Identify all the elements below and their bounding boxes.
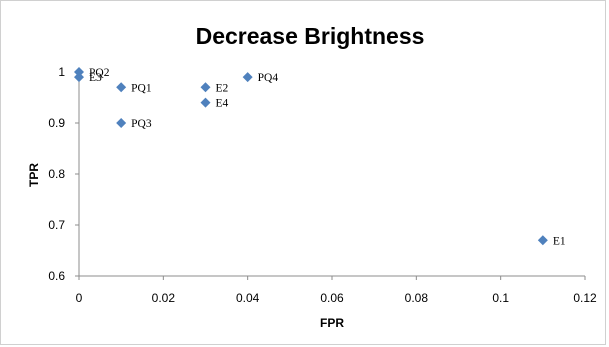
data-label-pq3: PQ3 <box>131 118 152 130</box>
y-tick-label: 0.8 <box>48 167 65 181</box>
data-point-pq2 <box>74 67 84 77</box>
data-label-e3: E3 <box>89 72 102 84</box>
chart-title: Decrease Brightness <box>196 23 425 49</box>
data-point-e2 <box>200 82 211 93</box>
x-tick-label: 0.1 <box>492 291 509 305</box>
data-point-pq4 <box>242 72 253 83</box>
data-point-e4 <box>200 97 211 108</box>
data-point-pq1 <box>116 82 127 93</box>
y-tick-label: 1 <box>58 65 65 79</box>
data-point-e3 <box>74 72 84 83</box>
y-tick-label: 0.6 <box>48 269 65 283</box>
y-tick-label: 0.7 <box>48 218 65 232</box>
data-label-pq4: PQ4 <box>258 72 279 84</box>
y-tick-label: 0.9 <box>48 116 65 130</box>
data-label-pq2: PQ2 <box>89 67 110 79</box>
x-axis-label: FPR <box>320 316 344 330</box>
x-tick-label: 0.08 <box>405 291 429 305</box>
x-tick-label: 0 <box>76 291 83 305</box>
x-tick-label: 0.06 <box>320 291 344 305</box>
y-tick-labels: 0.6 0.7 0.8 0.9 1 <box>48 65 65 283</box>
data-label-pq1: PQ1 <box>131 82 152 94</box>
data-label-e2: E2 <box>216 82 229 94</box>
x-tick-label: 0.04 <box>236 291 260 305</box>
data-point-e1 <box>537 235 548 246</box>
x-tick-label: 0.12 <box>573 291 597 305</box>
data-label-e4: E4 <box>216 98 229 110</box>
x-tick-labels: 0 0.02 0.04 0.06 0.08 0.1 0.12 <box>76 291 597 305</box>
data-point-pq3 <box>116 118 127 128</box>
x-tick-label: 0.02 <box>152 291 176 305</box>
data-label-e1: E1 <box>553 235 566 247</box>
axes <box>75 68 586 280</box>
data-points <box>74 67 548 246</box>
y-axis-label: TPR <box>27 163 41 187</box>
